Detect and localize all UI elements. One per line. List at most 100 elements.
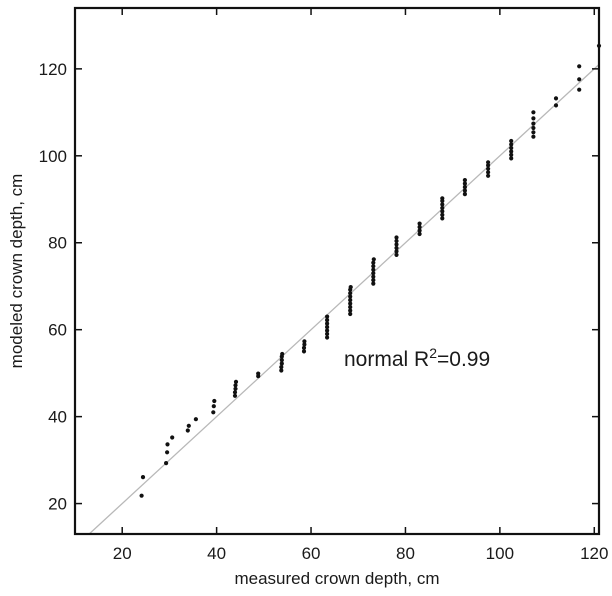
data-point xyxy=(193,417,198,422)
data-point xyxy=(417,221,422,226)
y-tick-label: 80 xyxy=(48,234,67,253)
data-point xyxy=(186,423,191,428)
data-point xyxy=(348,298,353,303)
r-squared-annotation: normal R2=0.99 xyxy=(344,345,490,371)
data-point xyxy=(440,212,445,217)
data-point xyxy=(371,267,376,272)
x-axis-label: measured crown depth, cm xyxy=(234,569,439,588)
data-point xyxy=(348,285,353,290)
data-point xyxy=(325,321,330,326)
data-point xyxy=(302,339,307,344)
data-point xyxy=(462,178,467,183)
data-point xyxy=(170,435,175,440)
data-point xyxy=(394,235,399,240)
data-point xyxy=(531,134,536,139)
data-point xyxy=(417,231,422,237)
data-points xyxy=(139,43,602,498)
data-point xyxy=(509,145,514,151)
data-point xyxy=(577,77,582,82)
data-point xyxy=(279,361,284,366)
data-point xyxy=(348,291,353,296)
y-tick-label: 40 xyxy=(48,408,67,427)
fit-line xyxy=(88,64,600,535)
data-point xyxy=(371,257,376,262)
data-point xyxy=(348,294,353,299)
data-point xyxy=(509,156,514,161)
y-tick-label: 60 xyxy=(48,321,67,340)
data-point xyxy=(325,318,330,323)
data-point xyxy=(233,379,239,384)
data-point xyxy=(232,393,238,398)
data-point xyxy=(531,110,536,115)
data-point xyxy=(139,493,144,498)
data-point xyxy=(256,371,261,376)
data-point xyxy=(371,260,376,265)
data-point xyxy=(509,142,514,147)
data-point xyxy=(325,335,330,340)
data-point xyxy=(348,308,353,313)
annotation-suffix: =0.99 xyxy=(437,348,490,371)
data-point xyxy=(394,245,399,251)
data-point xyxy=(577,64,582,69)
data-point xyxy=(531,130,536,135)
x-tick-label: 100 xyxy=(486,544,514,563)
x-tick-label: 80 xyxy=(396,544,415,563)
y-tick-label: 100 xyxy=(39,147,67,166)
annotation-prefix: normal R xyxy=(344,348,429,371)
data-point xyxy=(417,225,422,230)
data-point xyxy=(486,160,491,165)
data-point xyxy=(394,249,399,254)
data-point xyxy=(301,345,307,350)
data-point xyxy=(371,264,376,269)
data-point xyxy=(440,216,445,221)
data-point xyxy=(394,238,399,244)
data-point xyxy=(140,475,146,480)
data-point xyxy=(348,311,353,317)
data-point xyxy=(531,121,536,126)
data-point xyxy=(185,428,190,433)
data-point xyxy=(440,205,445,211)
data-point xyxy=(417,228,422,233)
data-point xyxy=(462,181,467,186)
data-point xyxy=(325,314,330,319)
y-axis-ticks: 20 40 60 80 100 120 xyxy=(39,60,599,514)
plot-frame xyxy=(73,6,601,536)
data-point xyxy=(371,278,376,283)
data-point xyxy=(348,301,353,306)
data-point xyxy=(301,349,307,354)
data-point xyxy=(394,242,399,247)
data-point xyxy=(211,404,216,409)
data-point xyxy=(325,325,330,330)
data-point xyxy=(553,96,559,101)
y-tick-label: 20 xyxy=(48,495,67,514)
data-point xyxy=(462,185,467,190)
data-point xyxy=(279,365,284,370)
data-point xyxy=(212,398,217,404)
annotation-superscript: 2 xyxy=(429,345,437,361)
data-point xyxy=(486,170,491,175)
data-point xyxy=(440,196,445,201)
data-point xyxy=(325,328,330,333)
data-point xyxy=(233,383,238,388)
data-point xyxy=(509,152,514,157)
data-point xyxy=(440,202,445,207)
data-point xyxy=(486,166,491,171)
data-point xyxy=(302,342,307,347)
data-point xyxy=(440,209,445,214)
data-point xyxy=(462,188,467,193)
data-point xyxy=(531,125,536,131)
data-point xyxy=(325,331,330,337)
x-tick-label: 120 xyxy=(580,544,608,563)
data-point xyxy=(233,386,238,391)
data-point xyxy=(486,173,491,178)
data-point xyxy=(211,410,216,415)
y-axis-label: modeled crown depth, cm xyxy=(7,174,26,369)
data-point xyxy=(553,103,559,108)
y-tick-label: 120 xyxy=(39,60,67,79)
data-point xyxy=(165,450,170,455)
x-tick-label: 40 xyxy=(207,544,226,563)
data-point xyxy=(509,138,514,144)
data-point xyxy=(371,271,376,276)
data-point xyxy=(371,281,376,286)
data-point xyxy=(232,390,238,395)
